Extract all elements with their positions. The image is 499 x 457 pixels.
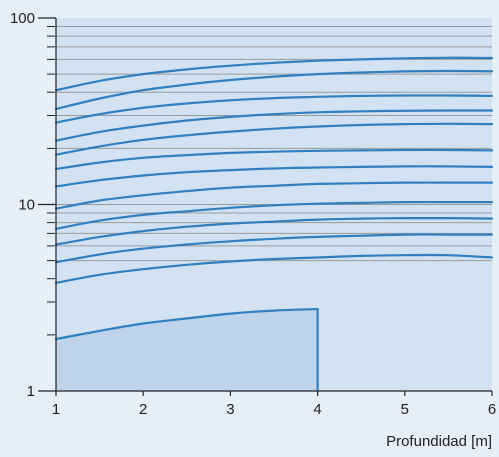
y-tick-label: 1 — [27, 383, 35, 400]
curve-2 — [54, 253, 494, 284]
axes: 1 10 100 1 2 3 4 5 6 — [10, 10, 496, 418]
curve-9 — [54, 122, 494, 156]
curve-4 — [54, 216, 494, 246]
curve-6 — [54, 181, 494, 210]
y-tick-label: 100 — [10, 10, 35, 27]
curve-3 — [54, 233, 494, 264]
x-tick-label: 4 — [313, 401, 321, 418]
x-tick-label: 2 — [139, 401, 147, 418]
curve-11 — [54, 94, 494, 124]
curve-10 — [54, 109, 494, 142]
curves — [54, 56, 494, 341]
y-tick-label: 10 — [18, 197, 35, 214]
x-tick-label: 5 — [401, 401, 409, 418]
curve-5 — [54, 200, 494, 230]
x-tick-label: 3 — [226, 401, 234, 418]
x-axis-label: Profundidad [m] — [386, 433, 492, 450]
x-tick-label: 1 — [52, 401, 60, 418]
curve-1 — [54, 308, 319, 341]
curve-12 — [54, 69, 494, 111]
curve-7 — [54, 165, 494, 188]
x-tick-label: 6 — [488, 401, 496, 418]
curve-13 — [54, 56, 494, 92]
curve-8 — [54, 148, 494, 171]
shaded-region — [56, 309, 318, 391]
